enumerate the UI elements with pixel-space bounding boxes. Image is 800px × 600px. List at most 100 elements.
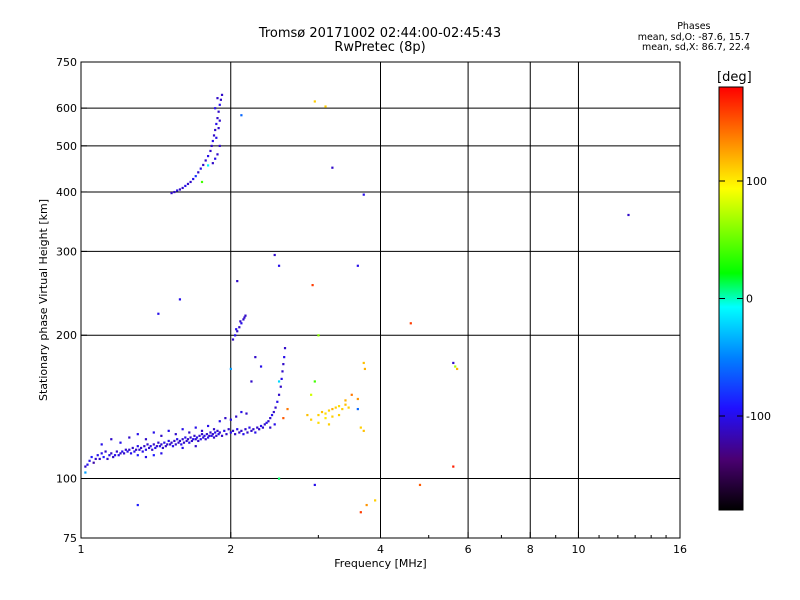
data-point [324,105,327,108]
data-point [320,410,324,414]
data-point [98,457,101,461]
data-point [90,455,93,459]
data-point [112,455,115,459]
data-point [178,298,182,301]
data-point [229,431,232,434]
data-point [102,455,105,459]
data-point [139,446,143,450]
data-point [126,450,129,453]
data-point [218,103,221,106]
data-point [242,318,245,321]
data-point [152,431,155,434]
data-point [215,136,218,139]
data-point [170,191,173,195]
data-point [157,312,160,315]
data-point [356,264,359,267]
data-point [216,117,219,120]
data-point [144,455,148,459]
x-tick-label: 2 [227,543,234,556]
data-point [180,443,183,446]
data-point [190,439,193,443]
data-point [194,445,197,448]
data-point [122,452,126,455]
data-point [362,361,365,365]
data-point [133,450,136,453]
data-point [317,413,320,417]
data-point [210,434,213,437]
data-point [203,434,206,437]
x-tick-label: 16 [673,543,687,556]
y-tick-label: 400 [56,186,77,199]
x-axis-label: Frequency [MHz] [334,557,426,570]
data-point [273,423,276,426]
data-point [192,438,195,441]
data-point [240,410,243,414]
data-point [218,431,221,434]
data-point [176,438,179,441]
data-point [234,433,237,436]
data-point [136,445,139,448]
data-point [365,503,368,507]
data-point [350,393,353,396]
data-point [227,428,230,431]
data-point [199,438,202,441]
data-point [96,454,99,457]
data-point [277,380,281,383]
data-point [223,429,226,432]
data-point [138,448,141,451]
colorbar-tick-label: 0 [746,293,753,306]
data-point [337,405,341,408]
data-point [311,284,314,287]
data-point [157,441,160,444]
data-point [177,441,180,444]
data-point [113,454,117,457]
data-point [240,322,243,325]
data-point [218,119,221,122]
data-point [160,434,163,437]
data-point [344,399,347,402]
y-tick-label: 500 [56,140,77,153]
data-point [259,424,263,428]
data-point [214,128,217,132]
data-point [163,441,166,444]
data-point [214,157,217,160]
data-point [242,433,245,436]
data-point [313,483,316,487]
data-point [334,406,337,409]
data-point [212,134,216,137]
data-point [277,477,281,480]
data-point [178,188,182,191]
data-point [208,434,211,437]
data-point [181,428,184,431]
data-point [186,438,190,441]
data-point [212,436,216,439]
data-point [359,511,362,514]
data-point [282,417,285,420]
data-point [280,377,283,381]
data-point [154,446,157,450]
y-tick-label: 200 [56,329,77,342]
data-point [418,483,422,487]
data-point [192,177,195,181]
data-point [144,438,148,441]
x-tick-label: 1 [78,543,85,556]
data-point [246,431,249,434]
data-point [136,454,139,457]
data-point [250,429,253,432]
axis-ticks: 1 2 4 6 8 10 16 75 100 200 300 400 500 600 750 [56,56,687,556]
data-point [327,423,331,426]
data-point [202,163,205,167]
data-point [219,98,223,101]
data-point [100,443,103,446]
data-point [363,367,367,371]
data-point [356,397,359,401]
data-point [144,448,148,451]
data-point [225,433,228,436]
data-point [283,347,287,350]
data-point [277,264,281,267]
data-point [211,139,214,143]
data-point [164,445,167,448]
data-point [224,417,227,420]
data-point [279,385,282,388]
